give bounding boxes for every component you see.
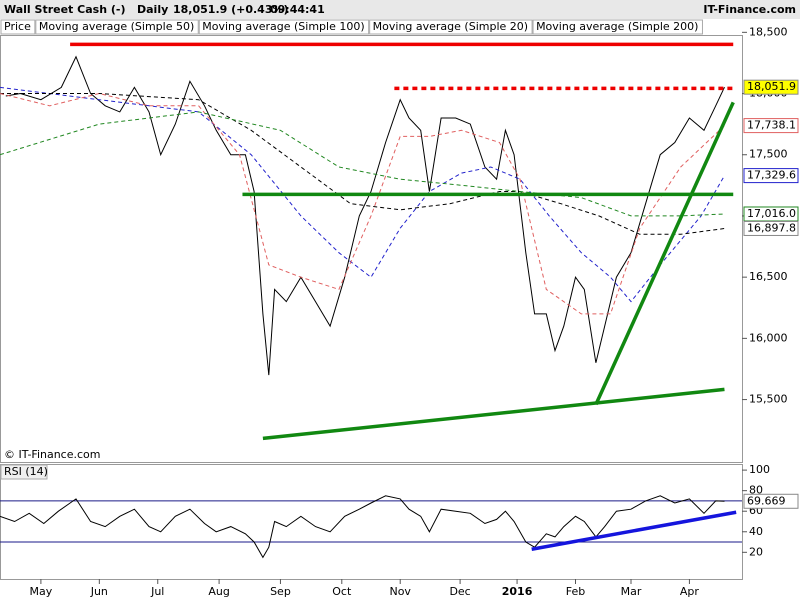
header-title: Wall Street Cash (-) [4, 3, 125, 16]
price-badge [743, 168, 799, 184]
legend-box [35, 19, 199, 35]
y-tick-label: 18,500 [749, 25, 788, 38]
y-tick-label: 80 [749, 484, 763, 497]
x-tick-label: Apr [680, 585, 700, 598]
legend: Price Moving average (Simple 50) Moving av… [0, 19, 703, 35]
price-badge [743, 79, 799, 95]
trendline [262, 387, 725, 441]
x-tick-label: Oct [332, 585, 352, 598]
rsi-panel [0, 464, 743, 580]
y-tick-label: 17,500 [749, 148, 788, 161]
rsi-label-box [0, 464, 48, 480]
header-time: 09:44:41 [270, 3, 325, 16]
x-tick-label: Mar [621, 585, 642, 598]
trendline [531, 510, 737, 551]
price-badge [743, 118, 799, 134]
x-tick-label: Jun [90, 585, 108, 598]
x-tick-label: May [30, 585, 53, 598]
copyright: © IT-Finance.com [4, 448, 101, 461]
price-badge-label: 17,329.6 [747, 169, 796, 182]
price-badge-label: 16,897.8 [747, 221, 796, 234]
legend-box [532, 19, 703, 35]
x-tick-label: Aug [208, 585, 229, 598]
header-last: 18,051.9 (+0.43%) [173, 3, 289, 16]
x-tick-label: 2016 [502, 585, 533, 598]
main-panel [0, 35, 743, 463]
legend-label: Moving average (Simple 100) [202, 20, 364, 33]
y-tick-label: 15,500 [749, 393, 788, 406]
header-bar [0, 0, 800, 19]
y-tick-label: 20 [749, 545, 763, 558]
x-tick-label: Sep [270, 585, 291, 598]
trendline [594, 101, 735, 406]
moving-average [0, 93, 725, 235]
x-tick-label: Nov [389, 585, 411, 598]
legend-label: Price [4, 20, 31, 33]
moving-average [0, 86, 725, 303]
price-line [0, 495, 725, 559]
price-line [5, 55, 725, 376]
price-badge [743, 493, 799, 509]
x-tick-label: Jul [150, 585, 164, 598]
price-badge-label: 17,738.1 [747, 119, 796, 132]
y-tick-label: 16,500 [749, 270, 788, 283]
moving-average [0, 92, 725, 315]
legend-label: Moving average (Simple 50) [39, 20, 194, 33]
price-badge [743, 220, 799, 236]
price-badge-label: 17,016.0 [747, 207, 796, 220]
x-tick-label: Feb [566, 585, 585, 598]
price-badge-label: 18,051.9 [747, 80, 796, 93]
x-tick-label: Dec [449, 585, 470, 598]
legend-label: Moving average (Simple 200) [536, 20, 698, 33]
header-period: Daily [137, 3, 168, 16]
y-tick-label: 16,000 [749, 331, 788, 344]
legend-label: Moving average (Simple 20) [373, 20, 528, 33]
y-tick-label: 40 [749, 525, 763, 538]
legend-box [369, 19, 533, 35]
y-tick-label: 100 [749, 463, 770, 476]
legend-box [0, 19, 36, 35]
moving-average [0, 111, 725, 217]
price-badge-label: 69.669 [747, 494, 786, 507]
header-source: IT-Finance.com [703, 3, 796, 16]
legend-box [198, 19, 370, 35]
rsi-title: RSI (14) [4, 465, 48, 478]
